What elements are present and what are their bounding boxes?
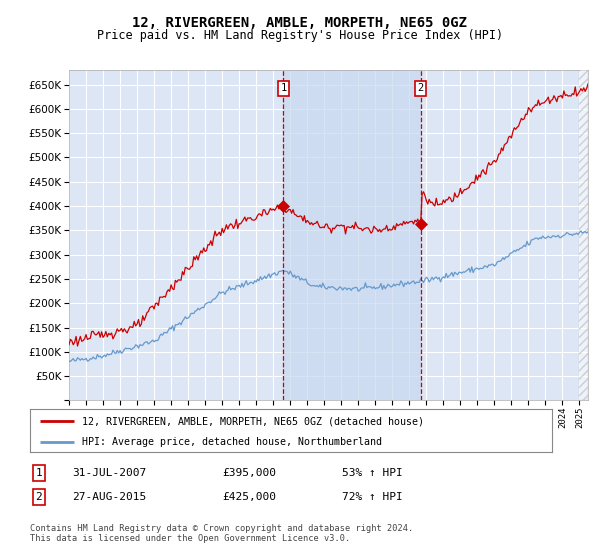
Text: 1: 1 — [35, 468, 43, 478]
Text: 2: 2 — [418, 83, 424, 93]
Text: Price paid vs. HM Land Registry's House Price Index (HPI): Price paid vs. HM Land Registry's House … — [97, 29, 503, 42]
Text: 2: 2 — [35, 492, 43, 502]
Bar — [580, 70, 588, 400]
Text: 53% ↑ HPI: 53% ↑ HPI — [342, 468, 403, 478]
Text: 12, RIVERGREEN, AMBLE, MORPETH, NE65 0GZ (detached house): 12, RIVERGREEN, AMBLE, MORPETH, NE65 0GZ… — [82, 416, 424, 426]
Text: HPI: Average price, detached house, Northumberland: HPI: Average price, detached house, Nort… — [82, 437, 382, 446]
Text: 72% ↑ HPI: 72% ↑ HPI — [342, 492, 403, 502]
Text: 12, RIVERGREEN, AMBLE, MORPETH, NE65 0GZ: 12, RIVERGREEN, AMBLE, MORPETH, NE65 0GZ — [133, 16, 467, 30]
Text: £425,000: £425,000 — [222, 492, 276, 502]
Text: 1: 1 — [280, 83, 287, 93]
Text: Contains HM Land Registry data © Crown copyright and database right 2024.
This d: Contains HM Land Registry data © Crown c… — [30, 524, 413, 543]
Text: 31-JUL-2007: 31-JUL-2007 — [72, 468, 146, 478]
Text: 27-AUG-2015: 27-AUG-2015 — [72, 492, 146, 502]
Bar — [283, 70, 421, 400]
Text: £395,000: £395,000 — [222, 468, 276, 478]
